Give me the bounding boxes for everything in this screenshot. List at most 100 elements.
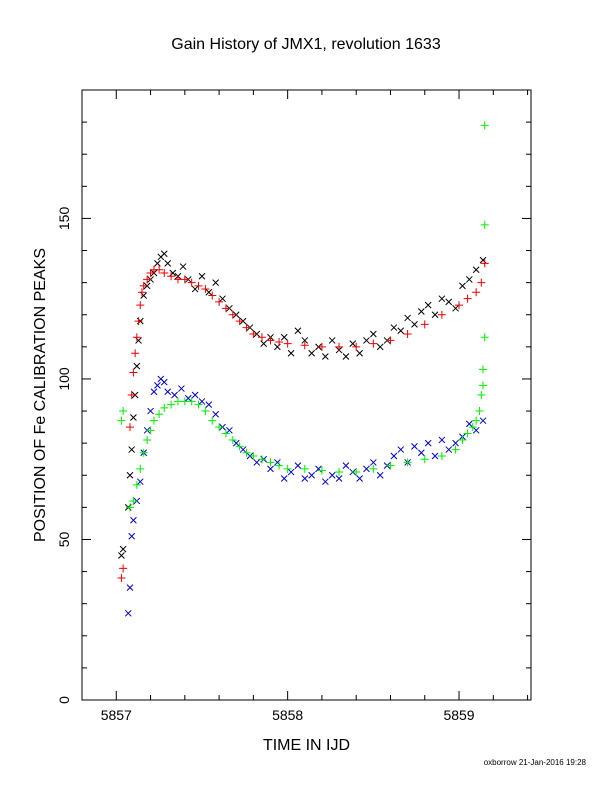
data-point	[187, 278, 196, 287]
data-point	[167, 272, 176, 281]
data-point	[390, 452, 398, 460]
data-point	[136, 301, 145, 310]
data-point	[301, 337, 309, 344]
data-point	[139, 281, 148, 290]
data-point	[198, 398, 206, 405]
data-point	[463, 429, 472, 438]
data-point	[129, 496, 138, 505]
data-point	[239, 446, 247, 453]
data-point	[191, 391, 199, 399]
data-point	[475, 407, 484, 416]
data-point	[431, 452, 439, 460]
data-point	[445, 298, 453, 306]
data-point	[146, 426, 155, 435]
data-point	[300, 341, 309, 350]
data-point	[352, 342, 361, 351]
data-point	[445, 446, 453, 453]
data-point	[180, 397, 189, 406]
data-point	[226, 426, 233, 434]
data-point	[468, 423, 477, 432]
data-point	[397, 446, 405, 453]
axis-ticks: 0 50 100 150 5857 5858 5859	[56, 89, 531, 723]
data-point	[125, 503, 134, 512]
data-point	[472, 426, 480, 434]
data-point	[232, 439, 240, 447]
data-point	[479, 365, 488, 374]
data-point	[146, 269, 155, 277]
data-point	[154, 260, 161, 267]
data-point	[328, 337, 336, 344]
series-1	[124, 375, 487, 617]
data-point	[437, 310, 446, 319]
data-point	[260, 340, 268, 347]
data-point	[128, 532, 136, 540]
data-point	[249, 452, 258, 460]
data-point	[403, 458, 412, 467]
data-point	[155, 410, 164, 419]
data-point	[465, 420, 473, 428]
x-tick-label: 5859	[443, 707, 474, 723]
data-point	[139, 448, 148, 457]
series-2	[117, 259, 489, 582]
data-point	[280, 333, 288, 341]
data-point	[317, 466, 326, 475]
data-point	[136, 478, 144, 486]
data-point	[438, 295, 446, 303]
data-point	[221, 429, 230, 438]
data-point	[266, 458, 275, 467]
y-axis-label-container: POSITION OF Fe CALIBRATION PEAKS	[26, 90, 56, 700]
data-point	[386, 336, 395, 345]
data-point	[208, 291, 217, 300]
data-point	[180, 275, 189, 284]
data-point	[257, 333, 266, 342]
data-point	[472, 266, 480, 274]
y-tick-label: 0	[56, 696, 72, 704]
data-point	[477, 391, 486, 399]
data-point	[267, 465, 274, 473]
data-marks	[117, 121, 489, 617]
data-point	[160, 250, 168, 258]
data-point	[437, 452, 446, 460]
data-point	[452, 439, 459, 447]
data-point	[390, 324, 398, 331]
data-point	[472, 416, 481, 425]
data-point	[215, 297, 224, 306]
data-point	[134, 317, 143, 326]
data-point	[455, 301, 464, 310]
data-point	[321, 353, 329, 360]
data-point	[369, 459, 377, 466]
data-point	[173, 275, 182, 284]
data-point	[219, 295, 226, 303]
data-point	[480, 220, 489, 229]
data-point	[154, 382, 161, 389]
data-point	[164, 388, 172, 396]
data-point	[119, 407, 128, 416]
data-point	[194, 400, 203, 409]
data-point	[335, 468, 344, 477]
data-point	[386, 461, 395, 470]
data-point	[205, 288, 213, 296]
data-point	[201, 285, 210, 294]
data-point	[132, 333, 141, 342]
data-point	[352, 468, 361, 477]
data-point	[198, 272, 206, 280]
data-point	[356, 349, 363, 357]
data-point	[208, 416, 217, 425]
data-point	[376, 471, 384, 479]
series-3	[117, 121, 489, 512]
data-point	[124, 609, 132, 617]
data-point	[369, 330, 377, 338]
data-point	[178, 385, 185, 392]
data-point	[257, 455, 266, 464]
data-point	[167, 400, 176, 409]
data-point	[317, 342, 326, 351]
footer-stamp: oxborrow 21-Jan-2016 19:28	[483, 758, 586, 767]
data-point	[321, 478, 329, 486]
data-point	[280, 475, 288, 482]
data-point	[342, 353, 350, 360]
data-point	[128, 446, 136, 453]
x-tick-label: 5858	[272, 707, 303, 723]
data-point	[458, 435, 467, 444]
data-point	[184, 394, 192, 402]
data-point	[275, 461, 284, 470]
